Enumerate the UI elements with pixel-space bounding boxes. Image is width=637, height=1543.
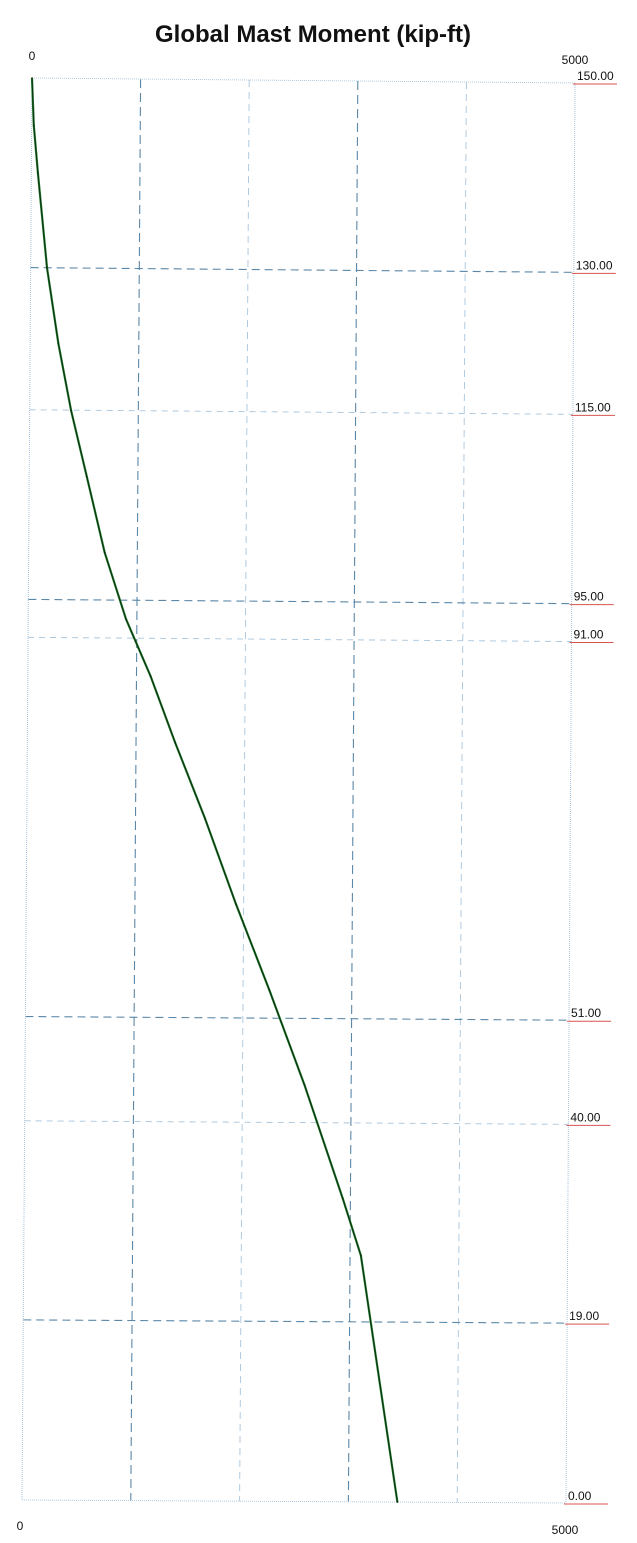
elevation-grid-line	[24, 1120, 569, 1125]
x-tick-top-left: 0	[29, 49, 36, 63]
moment-point	[31, 77, 33, 79]
vertical-grid-line	[347, 80, 359, 1502]
elevation-grid-line	[30, 267, 574, 273]
grid-layer	[21, 77, 576, 1504]
moment-point	[46, 266, 48, 269]
x-tick-bottom-left: 0	[17, 1519, 24, 1533]
series-layer	[30, 77, 399, 1503]
elevation-label-layer: 150.00 130.00 115.00 95.00 91.00 51.00 40.00 19…	[564, 69, 617, 1505]
vertical-grid-line	[130, 78, 142, 1501]
moment-point	[33, 124, 35, 127]
moment-point	[303, 1083, 306, 1086]
moment-curve-core	[31, 77, 398, 1503]
moment-point	[149, 675, 152, 677]
elevation-label: 95.00	[574, 590, 604, 604]
moment-point	[360, 1254, 362, 1257]
elevation-grid-line	[28, 598, 572, 605]
moment-point	[268, 988, 270, 991]
elevation-grid-line	[29, 409, 573, 415]
elevation-label: 19.00	[569, 1309, 599, 1323]
vertical-grid-line	[456, 81, 467, 1503]
moment-point	[103, 551, 106, 554]
moment-point	[341, 1197, 344, 1200]
elevation-label: 91.00	[573, 628, 603, 642]
moment-point	[85, 475, 88, 478]
elevation-grid-line	[28, 636, 572, 642]
elevation-label: 40.00	[570, 1110, 600, 1124]
moment-point	[37, 172, 39, 174]
moment-point	[125, 618, 127, 620]
vertical-grid-line	[239, 79, 250, 1502]
moment-point	[396, 1501, 399, 1503]
moment-point	[174, 741, 176, 744]
elevation-label: 115.00	[575, 400, 611, 414]
moment-point	[70, 409, 72, 411]
frame-left	[21, 77, 33, 1501]
moment-point	[57, 342, 60, 345]
elevation-grid-line	[31, 77, 576, 84]
elevation-label: 0.00	[568, 1489, 592, 1503]
elevation-label: 150.00	[577, 69, 614, 83]
elevation-label: 130.00	[576, 258, 613, 272]
elevation-grid-line	[23, 1319, 568, 1324]
moment-curve	[30, 77, 399, 1503]
frame-layer	[21, 77, 576, 1504]
moment-point	[204, 817, 206, 820]
x-tick-top-right: 5000	[562, 53, 589, 67]
moment-point	[235, 903, 237, 906]
elevation-grid-line	[21, 1499, 567, 1504]
elevation-grid-line	[25, 1015, 570, 1021]
x-tick-bottom-right: 5000	[552, 1523, 579, 1537]
frame-right	[565, 82, 576, 1504]
chart-title: Global Mast Moment (kip-ft)	[155, 21, 471, 48]
elevation-label: 51.00	[571, 1006, 601, 1020]
